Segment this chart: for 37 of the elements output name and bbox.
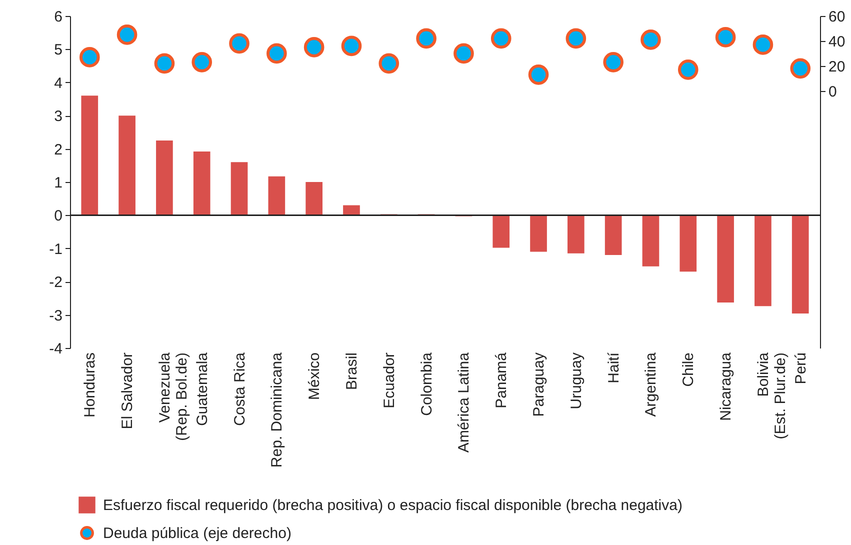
y-tick-label: 1 (54, 174, 62, 192)
x-tick-label: Paraguay (530, 352, 548, 417)
x-tick-label: Colombia (418, 352, 436, 416)
y-tick-label: 4 (54, 74, 62, 92)
x-tick-label: Costa Rica (231, 352, 248, 426)
y-tick-label: 3 (54, 108, 62, 126)
y-tick-label: -4 (49, 340, 62, 358)
x-tick-label: Argentina (642, 352, 660, 417)
y-tick-label: -3 (49, 307, 62, 324)
y-tick-label: 0 (54, 208, 62, 225)
y-tick-label: -2 (49, 274, 62, 292)
y2-tick-label: 20 (828, 58, 846, 76)
y2-tick-label: 40 (828, 33, 846, 50)
x-tick-label: El Salvador (119, 352, 136, 430)
x-tick-label: Honduras (82, 352, 99, 418)
x-tick-label: Haití (605, 352, 622, 384)
x-tick-label: Rep. Dominicana (268, 352, 286, 468)
x-tick-label: Ecuador (380, 352, 398, 408)
x-tick-label: Guatemala (194, 352, 211, 426)
x-tick-label: Nicaragua (718, 352, 735, 421)
y-tick-label: 6 (54, 8, 62, 26)
legend-label: Deuda pública (eje derecho) (103, 525, 292, 542)
y-tick-label: -1 (49, 240, 62, 258)
x-tick-label: Panamá (493, 352, 510, 408)
y2-tick-label: 0 (828, 83, 837, 100)
y-tick-label: 2 (54, 141, 62, 158)
x-tick-label: Bolivia (Est. Plur.de) (754, 352, 789, 440)
x-tick-label: Brasil (343, 352, 360, 390)
x-tick-label: América Latina (456, 352, 473, 453)
x-tick-label: México (306, 352, 324, 400)
x-tick-label: Venezuela (Rep. Bol.de) (156, 352, 190, 441)
legend-label: Esfuerzo fiscal requerido (brecha positiva) o espacio fiscal disponible (brecha negativa) (103, 497, 682, 514)
x-tick-label: Uruguay (568, 352, 585, 410)
x-tick-label: Perú (792, 352, 810, 384)
y2-tick-label: 60 (828, 8, 846, 26)
x-tick-label: Chile (680, 352, 698, 387)
y-tick-label: 5 (54, 42, 62, 59)
